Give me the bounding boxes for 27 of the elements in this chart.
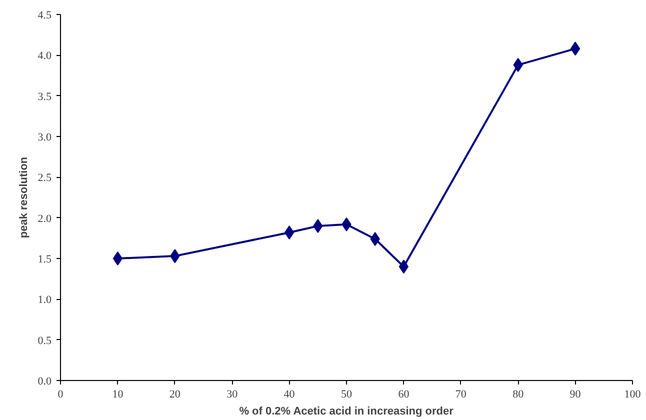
x-tick-label: 90 <box>570 388 582 400</box>
x-tick-label: 20 <box>169 388 181 400</box>
x-tick-label: 10 <box>112 388 124 400</box>
point <box>112 252 123 266</box>
x-tick-label: 80 <box>512 388 524 400</box>
x-tick-label: 70 <box>455 388 467 400</box>
x-tick-label: 50 <box>341 388 352 400</box>
x-tick-label: 100 <box>624 388 642 400</box>
y-tick-label: 0.0 <box>38 376 52 388</box>
x-tick-label: 30 <box>226 388 238 400</box>
y-tick-label: 3.0 <box>38 132 52 144</box>
x-tick-label: 40 <box>284 388 296 400</box>
x-axis-title: % of 0.2% Acetic acid in increasing order <box>239 406 454 418</box>
y-tick-label: 1.5 <box>38 254 52 266</box>
x-tick-label: 60 <box>398 388 410 400</box>
point <box>284 225 294 240</box>
y-axis-title: peak resolution <box>18 156 30 238</box>
y-tick-label: 1.0 <box>38 294 52 306</box>
y-tick-label: 3.5 <box>38 90 52 103</box>
x-tick-label: 0 <box>58 388 64 400</box>
point <box>398 260 409 274</box>
y-tick-label: 4.5 <box>38 10 52 22</box>
y-tick-label: 4.0 <box>38 50 52 62</box>
point <box>570 42 580 56</box>
y-tick-label: 2.0 <box>38 212 52 225</box>
y-tick-label: 0.5 <box>38 334 52 347</box>
y-tick-label: 2.5 <box>38 172 52 184</box>
